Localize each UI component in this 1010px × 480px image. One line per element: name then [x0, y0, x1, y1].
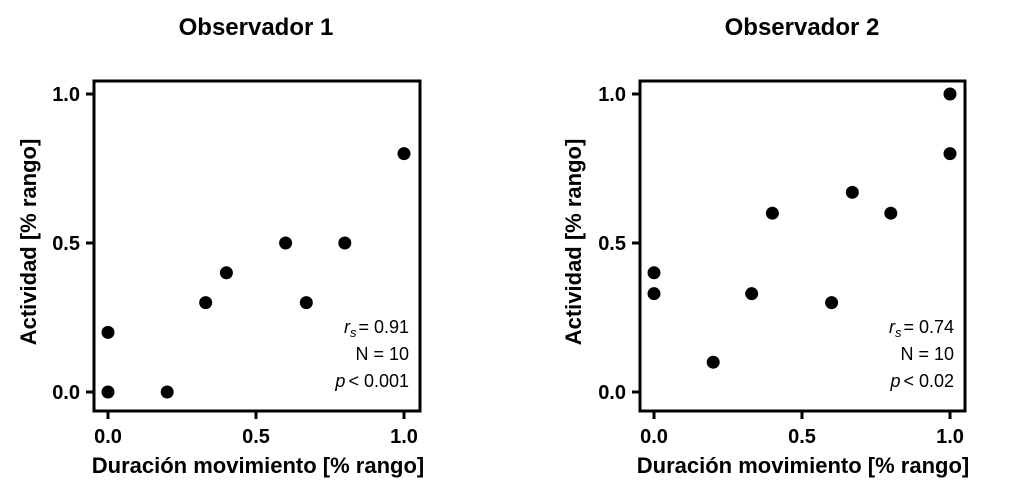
data-point [845, 185, 859, 199]
chart-title: Observador 2 [725, 14, 880, 41]
stat-n: N = 10 [900, 344, 954, 364]
y-tick-label: 0.5 [598, 233, 626, 255]
y-tick-label: 0.5 [52, 233, 80, 255]
data-point [199, 296, 213, 310]
data-point [101, 325, 115, 339]
data-points [101, 147, 411, 399]
data-point [397, 147, 411, 161]
y-tick-label: 1.0 [598, 84, 626, 106]
x-tick-label: 0.0 [94, 426, 122, 448]
data-point [160, 385, 174, 399]
stats-annotation: rs = 0.74 N = 10 p < 0.02 [889, 317, 954, 391]
data-point [299, 296, 313, 310]
data-point [745, 287, 759, 301]
chart-panel-observador-2: Observador 2 Actividad [% rango] Duració… [561, 14, 969, 478]
stat-p: p < 0.001 [334, 371, 409, 391]
data-point [647, 266, 661, 280]
x-tick-label: 0.0 [640, 426, 668, 448]
data-point [338, 236, 352, 250]
stats-annotation: rs = 0.91 N = 10 p < 0.001 [334, 317, 409, 391]
data-point [765, 206, 779, 220]
chart-title: Observador 1 [179, 14, 334, 41]
stat-rs: rs = 0.74 [889, 317, 954, 340]
data-point [101, 385, 115, 399]
stat-p: p < 0.02 [889, 371, 954, 391]
x-tick-label: 0.5 [788, 426, 816, 448]
stat-n: N = 10 [355, 344, 409, 364]
x-tick-label: 1.0 [936, 426, 964, 448]
data-point [647, 287, 661, 301]
y-tick-label: 0.0 [52, 382, 80, 404]
y-axis-label: Actividad [% rango] [16, 139, 41, 346]
y-tick-label: 0.0 [598, 382, 626, 404]
data-point [943, 147, 957, 161]
chart-panel-observador-1: Observador 1 Actividad [% rango] Duració… [16, 14, 424, 478]
y-axis-label: Actividad [% rango] [561, 139, 586, 346]
data-point [706, 355, 720, 369]
data-point [825, 296, 839, 310]
x-axis-label: Duración movimiento [% rango] [92, 453, 424, 478]
data-point [219, 266, 233, 280]
stat-rs: rs = 0.91 [344, 317, 409, 340]
data-point [884, 206, 898, 220]
data-point [279, 236, 293, 250]
x-tick-label: 0.5 [242, 426, 270, 448]
data-points [647, 87, 957, 369]
x-tick-label: 1.0 [390, 426, 418, 448]
y-tick-label: 1.0 [52, 84, 80, 106]
x-axis-label: Duración movimiento [% rango] [637, 453, 969, 478]
data-point [943, 87, 957, 101]
